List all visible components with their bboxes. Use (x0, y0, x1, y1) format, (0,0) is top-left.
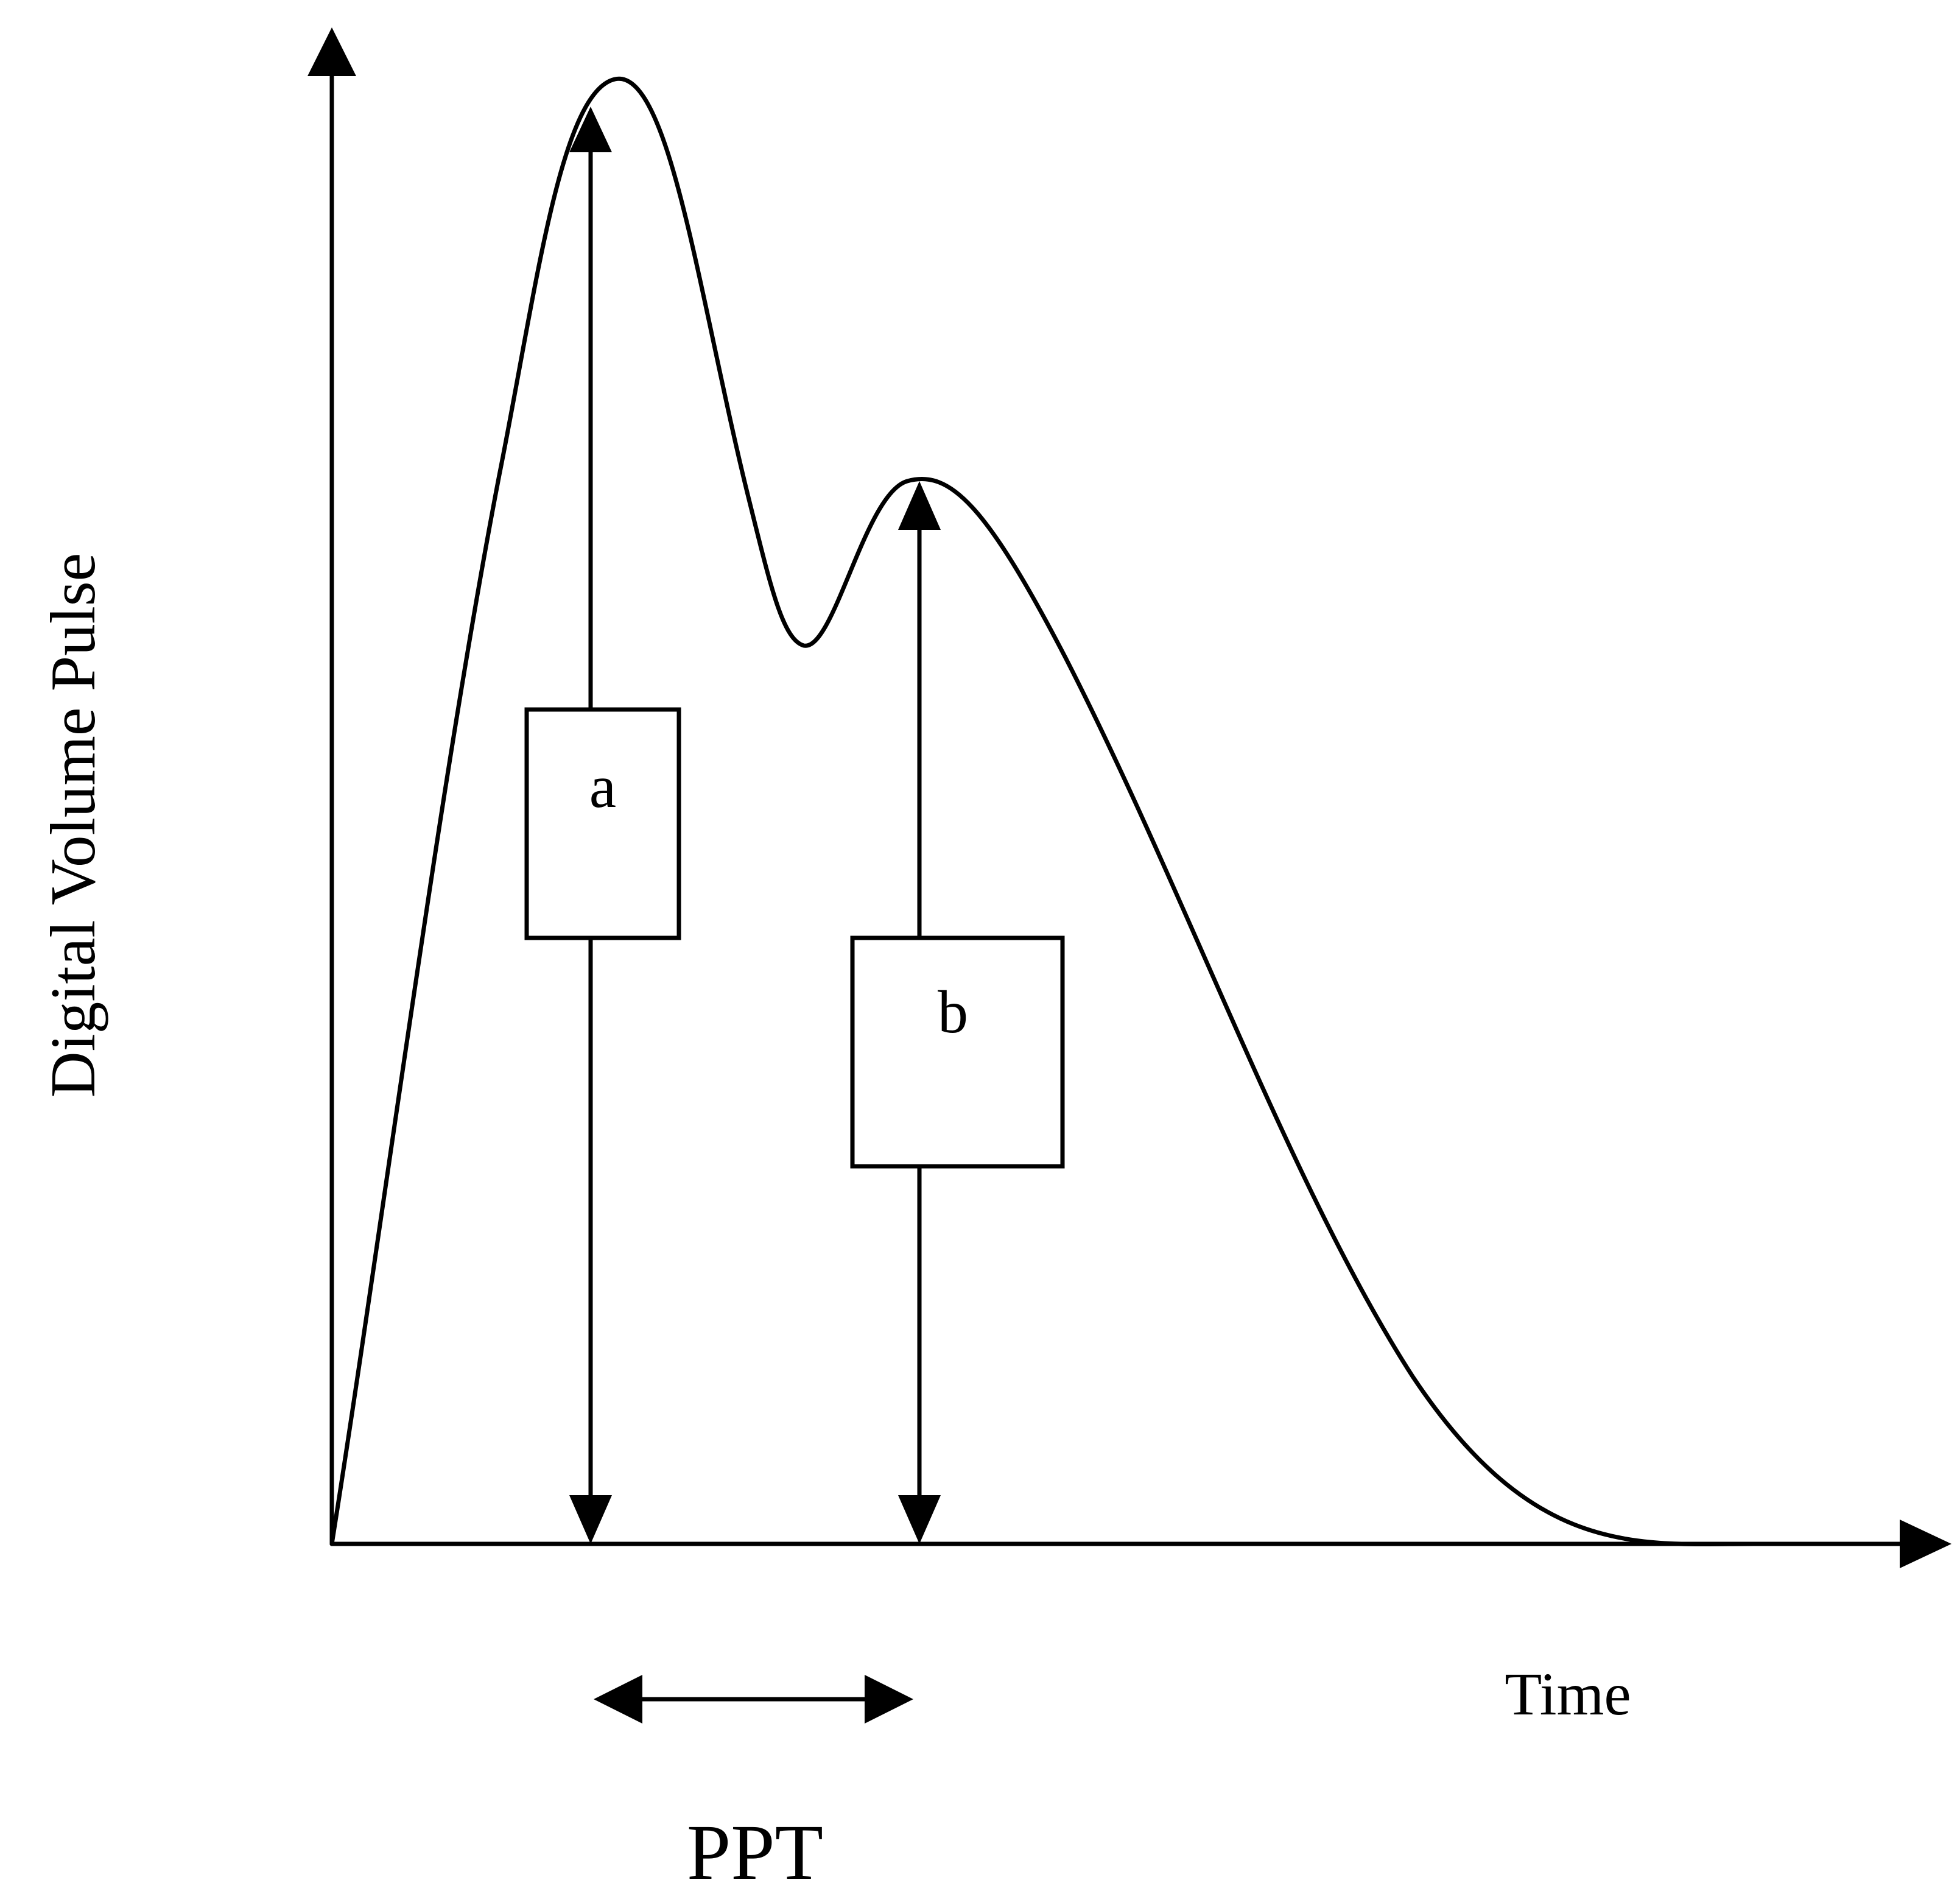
measurement-b-top-arrowhead (898, 481, 941, 530)
ppt-label: PPT (687, 1809, 823, 1897)
measurement-b-bottom-arrowhead (898, 1495, 941, 1544)
x-axis-arrowhead (1900, 1520, 1951, 1568)
measurement-a-top-arrowhead (569, 107, 612, 152)
label-b: b (938, 978, 968, 1046)
measurement-a-bottom-arrowhead (569, 1495, 612, 1544)
measurement-a: a (524, 107, 681, 1544)
x-axis-label: Time (1505, 1660, 1631, 1728)
y-axis-arrowhead (307, 27, 356, 76)
ppt-right-arrowhead (865, 1675, 913, 1724)
label-a: a (589, 753, 616, 820)
label-box-a (524, 707, 681, 940)
ppt-left-arrowhead (594, 1675, 642, 1724)
label-box-b (850, 935, 1065, 1169)
measurement-b: b (850, 481, 1065, 1544)
ppt-interval-arrow (594, 1675, 913, 1724)
pulse-waveform (329, 76, 1756, 1547)
y-axis-label: Digital Volume Pulse (37, 553, 108, 1098)
